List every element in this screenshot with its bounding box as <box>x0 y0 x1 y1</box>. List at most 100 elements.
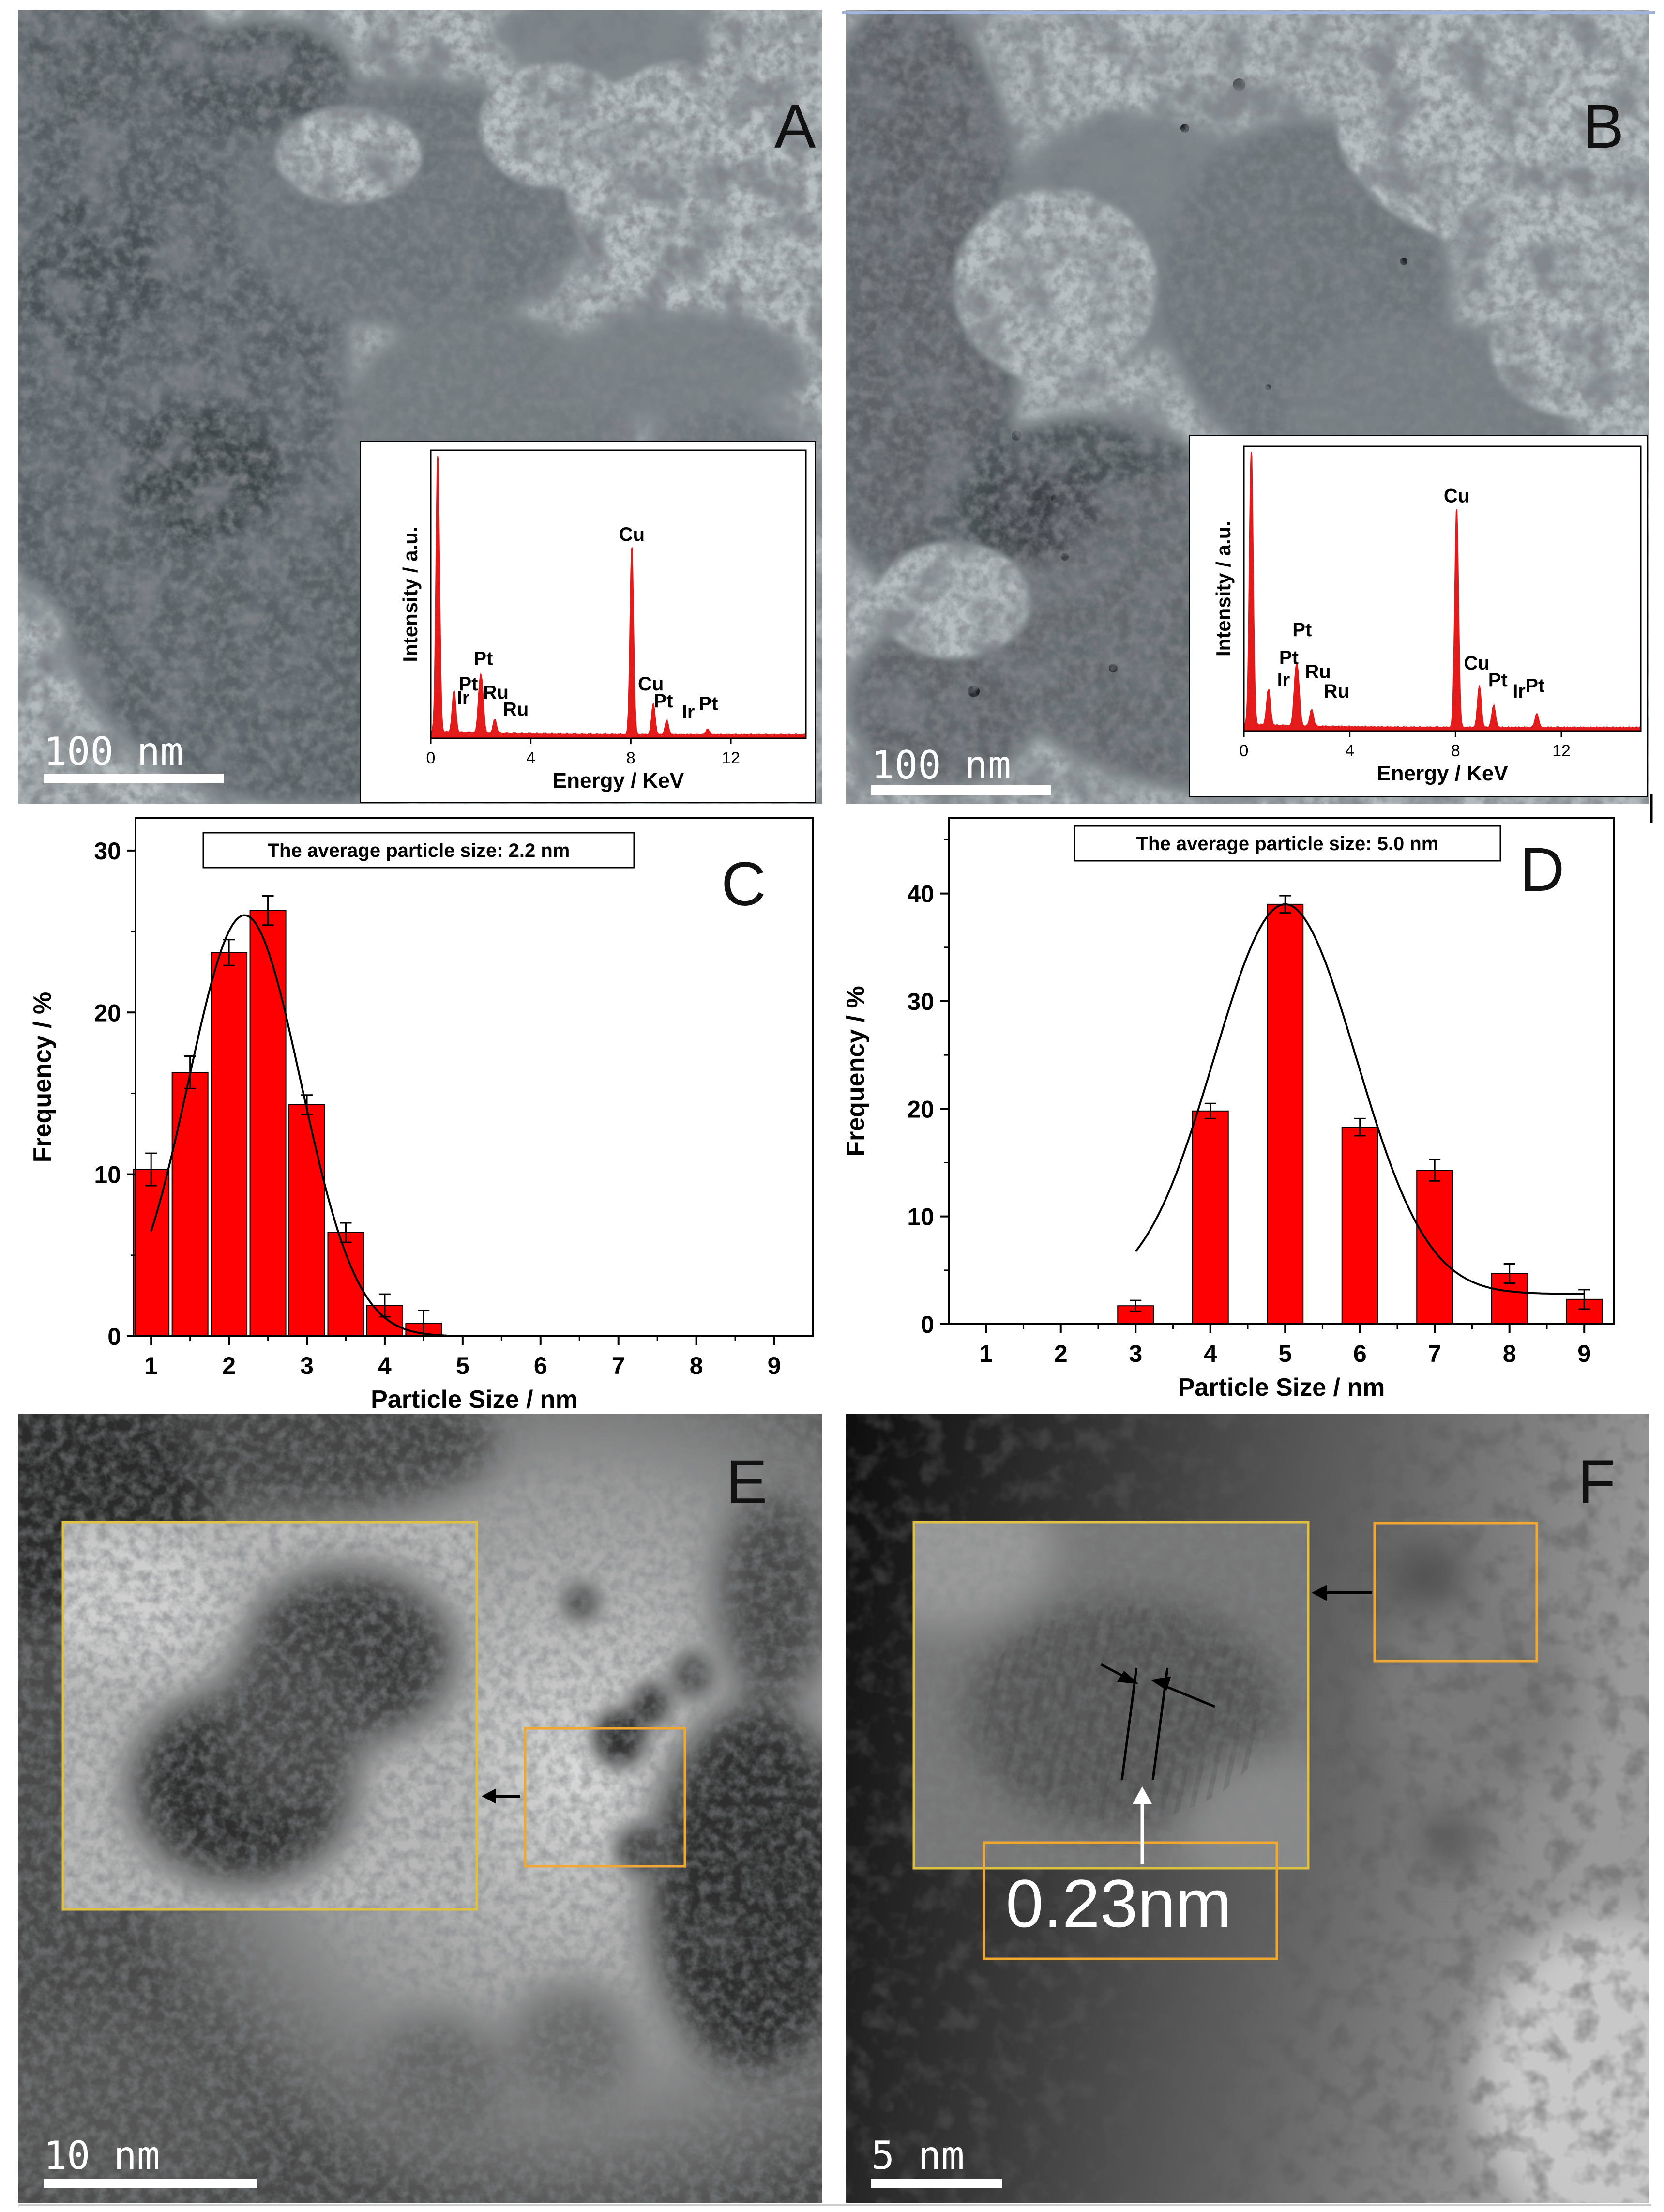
panel-letter-f: F <box>1578 1448 1616 1517</box>
panel-letter-b: B <box>1583 92 1624 161</box>
x-tick-label: 6 <box>534 1352 547 1379</box>
eds-x-tick-label: 4 <box>1345 742 1354 760</box>
histogram-bar <box>1416 1170 1453 1325</box>
error-bar <box>145 1152 157 1187</box>
scale-bar-label-a: 100 nm <box>44 729 183 774</box>
y-tick-label: 20 <box>94 999 121 1026</box>
histogram-bar <box>288 1104 326 1337</box>
eds-peak-label: Ru <box>1305 661 1331 683</box>
annotation-text: The average particle size: 5.0 nm <box>1136 833 1439 854</box>
eds-peak-label: Pt <box>654 690 673 712</box>
annotation-text: The average particle size: 2.2 nm <box>268 840 570 861</box>
eds-peak-label: Pt <box>699 693 718 715</box>
x-tick-label: 5 <box>1278 1340 1292 1367</box>
panel-letter-c: C <box>721 850 766 919</box>
scale-bar-label-b: 100 nm <box>871 743 1011 788</box>
x-tick-label: 4 <box>378 1352 392 1379</box>
eds-x-tick-label: 4 <box>526 749 535 767</box>
x-tick-label: 6 <box>1353 1340 1367 1367</box>
eds-peak-label: Ir <box>1277 670 1290 691</box>
y-axis-label: Frequency / % <box>29 992 57 1163</box>
error-bar <box>1429 1159 1441 1182</box>
scale-bar-e: 10 nm <box>44 2133 257 2188</box>
y-tick-label: 40 <box>907 881 934 908</box>
panel-letter-e: E <box>726 1448 767 1517</box>
eds-peak-label: Pt <box>1488 670 1508 691</box>
histogram-bar <box>171 1071 209 1337</box>
scale-bar-line-e <box>44 2179 257 2188</box>
y-tick-label: 0 <box>921 1311 934 1338</box>
eds-peak-label: Cu <box>1464 653 1489 674</box>
eds-background <box>360 441 816 803</box>
y-tick-label: 10 <box>907 1204 934 1231</box>
lattice-spacing-label: 0.23nm <box>1006 1865 1232 1941</box>
error-bar <box>1503 1263 1515 1284</box>
y-tick-label: 10 <box>94 1161 121 1189</box>
x-tick-label: 3 <box>300 1352 314 1379</box>
y-tick-label: 0 <box>107 1323 121 1350</box>
plot-frame <box>135 817 814 1337</box>
x-tick-label: 5 <box>456 1352 469 1379</box>
x-tick-label: 3 <box>1129 1340 1142 1367</box>
x-tick-label: 1 <box>979 1340 993 1367</box>
eds-peak-label: Ir <box>457 687 470 709</box>
arrow-f <box>1312 1585 1372 1601</box>
y-axis-label: Frequency / % <box>842 986 870 1157</box>
eds-spectrum <box>430 456 806 739</box>
x-tick-label: 8 <box>1503 1340 1516 1367</box>
error-bar <box>262 895 274 926</box>
eds-x-axis-label: Energy / KeV <box>553 769 684 793</box>
eds-peak-label: Pt <box>474 648 493 669</box>
gaussian-fit-curve <box>150 914 447 1337</box>
scale-bar-label-f: 5 nm <box>871 2133 965 2178</box>
histogram-bar <box>249 910 287 1337</box>
zoom-box-f <box>912 1521 1310 1870</box>
source-box-f <box>1373 1522 1538 1663</box>
eds-background <box>1189 435 1648 797</box>
eds-peak-label: Cu <box>619 524 645 545</box>
eds-peak-label: Cu <box>1444 485 1469 506</box>
eds-peak-label: Ir <box>682 702 695 723</box>
lattice-arrow-up <box>1133 1786 1152 1864</box>
error-bar <box>1354 1117 1366 1137</box>
zoom-box-e <box>61 1521 478 1911</box>
gaussian-fit-curve <box>1135 903 1585 1295</box>
histogram-bar <box>133 1169 170 1337</box>
panel-letter-d: D <box>1520 835 1564 904</box>
lattice-markers <box>1100 1663 1215 1780</box>
x-axis-label: Particle Size / nm <box>371 1386 578 1414</box>
eds-x-tick-label: 12 <box>1552 742 1571 760</box>
eds-x-tick-label: 0 <box>1240 742 1249 760</box>
histogram-c: 1 2 3 4 5 6 7 8 9 0 10 20 30 Particle Size / nm Freque… <box>29 817 814 1414</box>
histogram-bar <box>1341 1127 1378 1325</box>
eds-peak-label: Ru <box>1324 681 1349 702</box>
x-tick-label: 8 <box>690 1352 703 1379</box>
eds-x-tick-label: 8 <box>1451 742 1460 760</box>
eds-x-axis-label: Energy / KeV <box>1377 762 1508 785</box>
eds-frame <box>430 449 807 739</box>
error-bar <box>1578 1289 1590 1310</box>
y-tick-label: 30 <box>94 838 121 865</box>
y-tick-label: 20 <box>907 1096 934 1123</box>
zoom-inset-f <box>914 1522 1308 1868</box>
scale-bar-line-a <box>44 774 224 783</box>
x-tick-label: 9 <box>1577 1340 1591 1367</box>
annotation-box <box>202 832 635 869</box>
eds-peak-label: Pt <box>1525 675 1544 696</box>
arrow-e <box>482 1788 520 1804</box>
x-tick-label: 7 <box>1428 1340 1441 1367</box>
x-tick-label: 4 <box>1204 1340 1217 1367</box>
spacing-label-box <box>983 1841 1278 1960</box>
eds-peak-label: Ir <box>1513 681 1526 702</box>
scale-bar-a: 100 nm <box>44 729 224 783</box>
histogram-d: 1 2 3 4 5 6 7 8 9 0 10 20 30 40 Particle Size / nm Freq… <box>842 817 1615 1402</box>
eds-peak-label: Ru <box>503 699 529 720</box>
scale-bar-line-b <box>871 785 1051 795</box>
histogram-bar <box>1267 903 1304 1325</box>
y-tick-label: 30 <box>907 988 934 1015</box>
x-tick-label: 2 <box>1054 1340 1068 1367</box>
scale-bar-b: 100 nm <box>871 743 1051 795</box>
